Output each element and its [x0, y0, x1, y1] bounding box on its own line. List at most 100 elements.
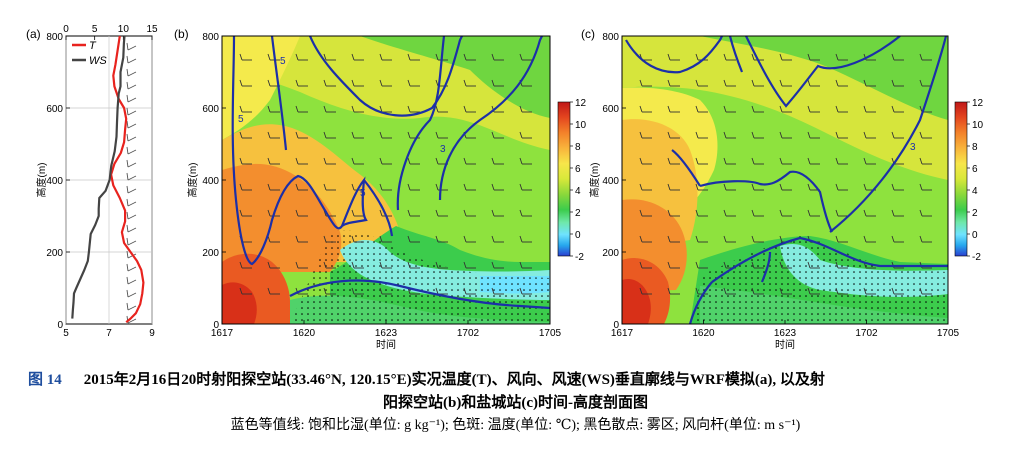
y-tick-label: 600	[46, 104, 63, 115]
wind-barb	[407, 79, 420, 87]
wind-barb	[519, 131, 532, 139]
wind-barb	[267, 287, 280, 295]
wind-barb	[435, 261, 448, 269]
wind-barb	[379, 79, 392, 87]
series-t	[110, 35, 145, 324]
wind-barb	[835, 157, 848, 165]
wind-barb	[463, 235, 476, 243]
y-tick-label: 400	[46, 176, 63, 187]
wind-barb	[379, 235, 392, 243]
wind-barb	[863, 209, 876, 217]
wind-barb	[351, 209, 364, 217]
wind-barb	[723, 157, 736, 165]
wind-barb	[807, 53, 820, 61]
wind-barb	[723, 209, 736, 217]
wind-barb	[379, 157, 392, 165]
wind-barb	[491, 261, 504, 269]
wind-barb	[723, 105, 736, 113]
wind-barb	[407, 235, 420, 243]
x-top-tick-label: 0	[63, 24, 69, 35]
wind-barb	[126, 159, 137, 168]
wind-barb	[491, 183, 504, 191]
wind-barb	[863, 287, 876, 295]
wind-barb	[807, 105, 820, 113]
wind-barb	[239, 79, 252, 87]
wind-barb	[435, 105, 448, 113]
wind-barb	[239, 157, 252, 165]
wind-barb	[295, 53, 308, 61]
wind-barb	[126, 224, 137, 233]
y-tick-label: 0	[57, 320, 63, 331]
wind-barb	[351, 157, 364, 165]
colorbar-tick-label: 4	[972, 186, 978, 197]
wind-barb	[407, 157, 420, 165]
wind-barb	[379, 261, 392, 269]
wind-barb	[723, 235, 736, 243]
wind-barb	[407, 183, 420, 191]
wind-barb	[351, 235, 364, 243]
wind-barb	[835, 235, 848, 243]
x-tick-label: 5	[63, 328, 69, 339]
wind-barb	[639, 131, 652, 139]
wind-barb	[639, 261, 652, 269]
wind-barb	[751, 287, 764, 295]
caption-line-1: 图 14 2015年2月16日20时射阳探空站(33.46°N, 120.15°E…	[28, 370, 1018, 390]
wind-barb	[695, 235, 708, 243]
wind-barb	[239, 261, 252, 269]
contour-label: 3	[440, 144, 446, 155]
wind-barb	[379, 53, 392, 61]
wind-barb	[891, 183, 904, 191]
y-tick-label: 800	[202, 32, 219, 43]
wind-barb	[126, 133, 137, 142]
colorbar-tick-label: 8	[575, 142, 581, 153]
wind-barb	[491, 131, 504, 139]
wind-barb	[126, 172, 137, 181]
wind-barb	[863, 131, 876, 139]
caption-line-3: 蓝色等值线: 饱和比湿(单位: g kg⁻¹); 色斑: 温度(单位: ℃); …	[230, 418, 801, 433]
temperature-field: 3	[622, 36, 948, 324]
wind-barb	[779, 287, 792, 295]
wind-barb	[295, 209, 308, 217]
wind-barb	[126, 289, 137, 298]
wind-barb	[519, 261, 532, 269]
profile-lines	[71, 35, 145, 324]
wind-barb	[891, 131, 904, 139]
wind-barb	[639, 105, 652, 113]
wind-barb	[835, 79, 848, 87]
wind-barb	[863, 105, 876, 113]
wind-barb	[407, 209, 420, 217]
y-tick-label: 0	[613, 320, 619, 331]
wind-barb	[835, 105, 848, 113]
x-top-tick-label: 5	[92, 24, 98, 35]
wind-barb	[295, 235, 308, 243]
y-tick-label: 800	[602, 32, 619, 43]
x-tick-label: 1702	[855, 328, 878, 339]
wind-barb	[463, 53, 476, 61]
wind-barb	[323, 183, 336, 191]
x-tick-label: 1623	[774, 328, 797, 339]
wind-barb	[891, 235, 904, 243]
wind-barb	[835, 209, 848, 217]
y-tick-label: 200	[202, 248, 219, 259]
wind-barb	[323, 79, 336, 87]
wind-barb	[295, 79, 308, 87]
wind-barb	[126, 55, 137, 64]
wind-barb	[835, 261, 848, 269]
wind-barb	[295, 131, 308, 139]
wind-barb	[723, 53, 736, 61]
wind-barb	[435, 235, 448, 243]
wind-barb	[407, 105, 420, 113]
colorbar-tick-label: 10	[972, 120, 984, 131]
wind-barb	[667, 157, 680, 165]
wind-barb	[126, 263, 137, 272]
wind-barb	[239, 183, 252, 191]
wind-barb	[695, 105, 708, 113]
colorbar-tick-label: 10	[575, 120, 587, 131]
y-tick-label: 600	[202, 104, 219, 115]
wind-barb	[695, 183, 708, 191]
wind-barb	[891, 209, 904, 217]
wind-barb	[919, 183, 932, 191]
wind-barb	[267, 183, 280, 191]
contours	[231, 36, 550, 310]
